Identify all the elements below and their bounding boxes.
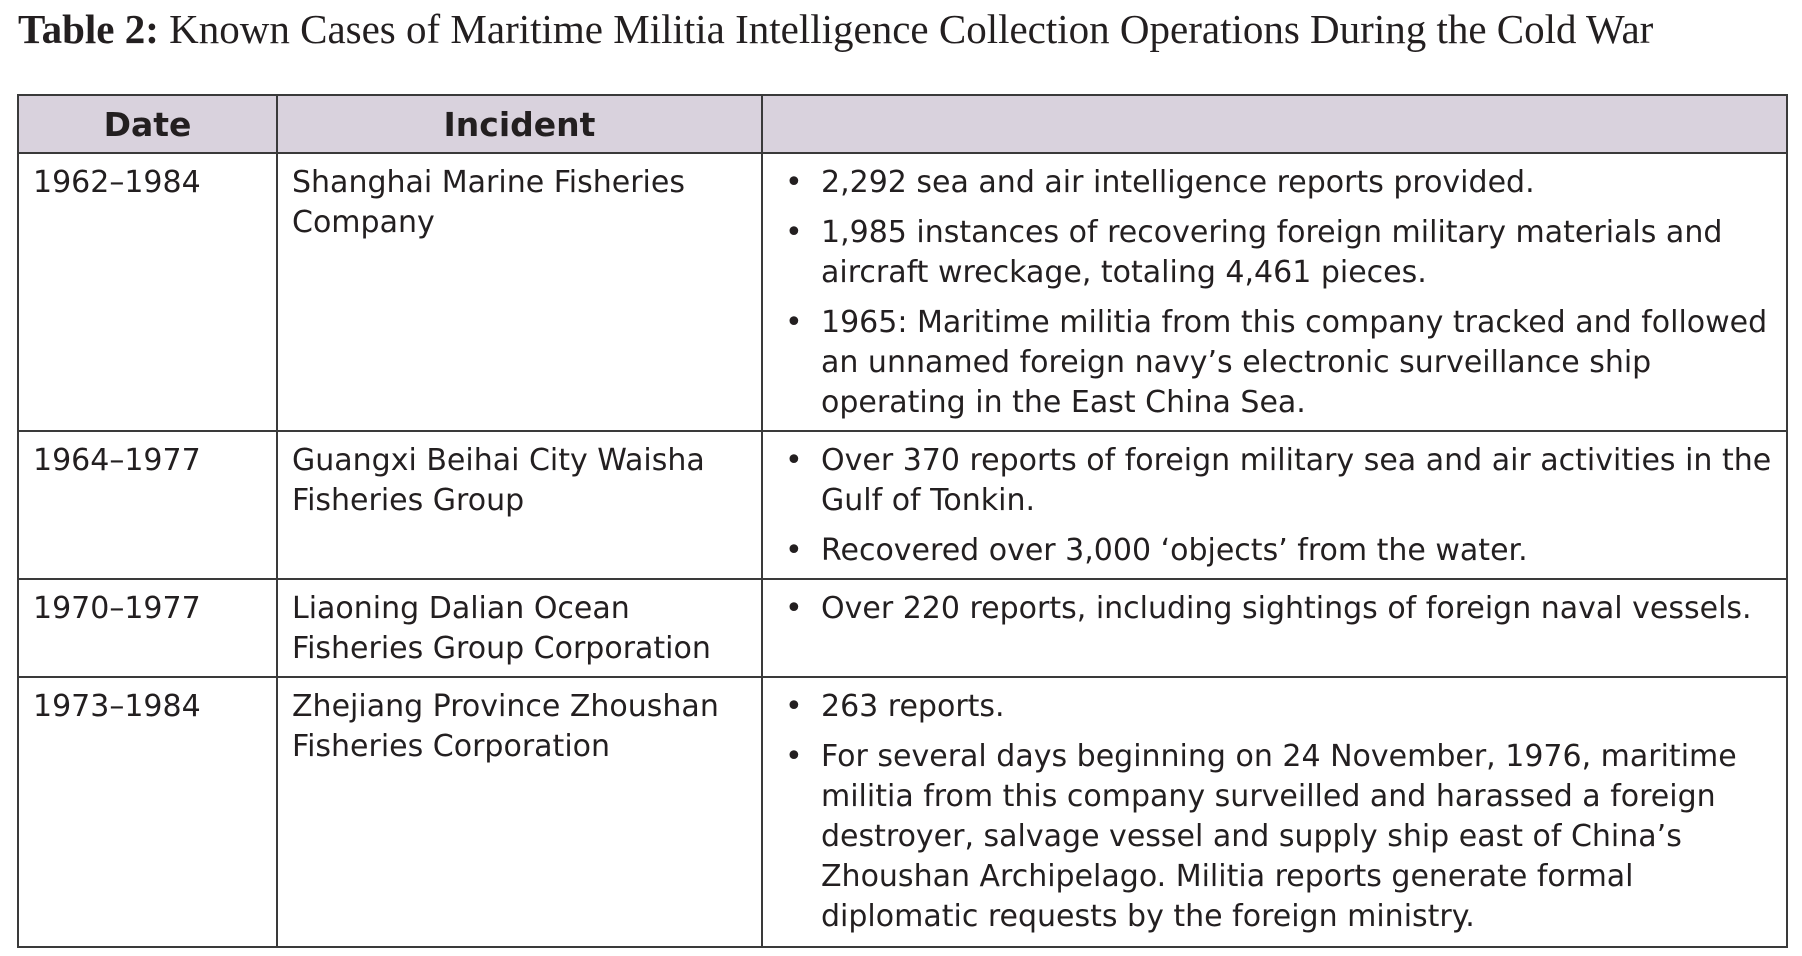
bullet-icon: • [785, 739, 803, 774]
details-list: • 2,292 sea and air intelligence reports … [777, 163, 1778, 423]
detail-text: For several days beginning on 24 Novembe… [821, 739, 1737, 934]
detail-text: 1,985 instances of recovering foreign mi… [821, 215, 1723, 290]
caption-lead: Table 2: [18, 6, 159, 52]
date-cell: 1962–1984 [17, 152, 278, 432]
table-caption: Table 2: Known Cases of Maritime Militia… [18, 2, 1653, 56]
incident-cell: Guangxi Beihai City Waisha Fisheries Gro… [276, 430, 763, 580]
detail-text: 2,292 sea and air intelligence reports p… [821, 165, 1535, 200]
incident-cell: Zhejiang Province Zhoushan Fisheries Cor… [276, 676, 763, 948]
details-cell: • Over 220 reports, including sightings o… [761, 578, 1788, 678]
detail-text: Over 370 reports of foreign military sea… [821, 443, 1772, 518]
incident-cell: Liaoning Dalian Ocean Fisheries Group Co… [276, 578, 763, 678]
header-row: Date Incident [17, 94, 1788, 154]
list-item: • 1965: Maritime militia from this compan… [777, 303, 1778, 423]
bullet-icon: • [785, 165, 803, 200]
details-list: • 263 reports. • For several days beginnin… [777, 687, 1778, 937]
bullet-icon: • [785, 443, 803, 478]
table-row: 1973–1984 Zhejiang Province Zhoushan Fis… [17, 676, 1788, 948]
bullet-icon: • [785, 689, 803, 724]
bullet-icon: • [785, 215, 803, 250]
table-row: 1964–1977 Guangxi Beihai City Waisha Fis… [17, 430, 1788, 580]
list-item: • 263 reports. [777, 687, 1778, 727]
details-cell: • 263 reports. • For several days beginnin… [761, 676, 1788, 948]
bullet-icon: • [785, 591, 803, 626]
cases-table: Date Incident 1962–1984 Shanghai Marine … [17, 94, 1788, 948]
list-item: • Recovered over 3,000 ‘objects’ from the… [777, 531, 1778, 571]
bullet-icon: • [785, 305, 803, 340]
detail-text: Recovered over 3,000 ‘objects’ from the … [821, 533, 1528, 568]
header-details [761, 94, 1788, 154]
details-cell: • 2,292 sea and air intelligence reports … [761, 152, 1788, 432]
details-list: • Over 370 reports of foreign military se… [777, 441, 1778, 571]
list-item: • 2,292 sea and air intelligence reports … [777, 163, 1778, 203]
list-item: • Over 220 reports, including sightings o… [777, 589, 1778, 629]
detail-text: 263 reports. [821, 689, 1005, 724]
details-cell: • Over 370 reports of foreign military se… [761, 430, 1788, 580]
detail-text: Over 220 reports, including sightings of… [821, 591, 1752, 626]
details-list: • Over 220 reports, including sightings o… [777, 589, 1778, 629]
bullet-icon: • [785, 533, 803, 568]
table-row: 1970–1977 Liaoning Dalian Ocean Fisherie… [17, 578, 1788, 678]
list-item: • Over 370 reports of foreign military se… [777, 441, 1778, 521]
date-cell: 1970–1977 [17, 578, 278, 678]
header-incident: Incident [276, 94, 763, 154]
list-item: • For several days beginning on 24 Novemb… [777, 737, 1778, 937]
table-row: 1962–1984 Shanghai Marine Fisheries Comp… [17, 152, 1788, 432]
date-cell: 1973–1984 [17, 676, 278, 948]
list-item: • 1,985 instances of recovering foreign m… [777, 213, 1778, 293]
date-cell: 1964–1977 [17, 430, 278, 580]
header-date: Date [17, 94, 278, 154]
incident-cell: Shanghai Marine Fisheries Company [276, 152, 763, 432]
caption-title: Known Cases of Maritime Militia Intellig… [169, 6, 1654, 52]
detail-text: 1965: Maritime militia from this company… [821, 305, 1768, 420]
